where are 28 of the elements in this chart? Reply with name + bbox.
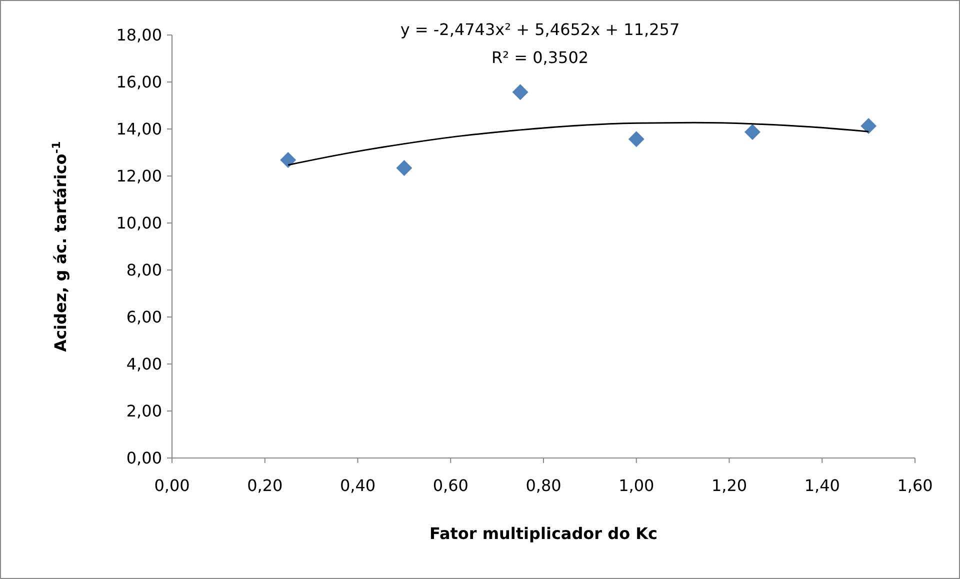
point <box>628 131 644 148</box>
x-tick-label: 0,60 <box>432 476 468 495</box>
point <box>396 160 412 176</box>
x-tick-label: 1,60 <box>897 476 933 495</box>
y-tick-label: 18,00 <box>116 26 162 45</box>
x-tick-label: 1,00 <box>618 476 654 495</box>
y-tick-label: 14,00 <box>116 120 162 139</box>
annotation: y = -2,4743x² + 5,4652x + 11,257 <box>400 20 680 39</box>
x-axis-title: Fator multiplicador do Kc <box>429 524 658 543</box>
x-tick-label: 0,20 <box>247 476 283 495</box>
y-tick-label: 2,00 <box>126 402 162 421</box>
y-tick-label: 10,00 <box>116 214 162 233</box>
point <box>744 124 760 140</box>
y-tick-label: 6,00 <box>126 308 162 327</box>
y-tick-label: 12,00 <box>116 166 162 186</box>
y-tick-label: 8,00 <box>126 260 162 280</box>
point <box>860 118 877 134</box>
x-tick-label: 0,00 <box>154 476 190 495</box>
y-tick-label: 4,00 <box>126 354 162 374</box>
x-tick-label: 0,80 <box>526 476 562 495</box>
point <box>512 84 528 100</box>
x-tick-label: 1,20 <box>711 476 748 495</box>
x-tick-label: 0,40 <box>340 476 376 495</box>
y-tick-label: 0,00 <box>126 448 162 468</box>
point <box>280 152 296 168</box>
x-tick-label: 1,40 <box>804 476 840 495</box>
y-tick-label: 16,00 <box>116 72 162 92</box>
annotation: R² = 0,3502 <box>491 48 589 67</box>
